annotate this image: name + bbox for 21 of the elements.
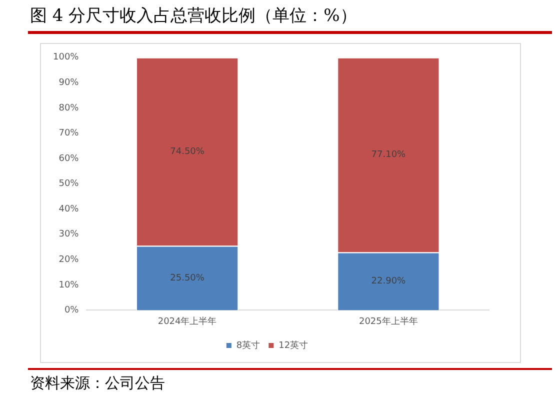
y-tick-label: 70% [58,128,80,139]
x-tick-label: 2025年上半年 [358,316,418,327]
data-label: 25.50% [170,273,205,284]
y-tick-label: 30% [58,230,80,240]
y-tick-label: 100% [52,52,80,63]
y-tick-label: 40% [58,204,80,214]
y-tick-label: 90% [58,78,80,88]
data-label: 74.50% [170,146,205,157]
data-label: 22.90% [371,276,406,287]
x-tick-label: 2024年上半年 [158,316,217,327]
y-tick-label: 10% [58,280,80,290]
legend-label: 8英寸 [236,340,260,351]
y-tick-label: 0% [64,306,80,316]
y-tick-label: 20% [58,254,80,265]
chart-title: 图 4 分尺寸收入占总营收比例（单位：%） [30,5,357,27]
legend-label: 12英寸 [278,340,308,351]
data-label: 77.10% [371,150,406,160]
y-tick-label: 80% [58,103,80,114]
y-tick-label: 60% [58,154,80,164]
text: 资料来源：公司公告 [30,374,165,393]
y-tick-label: 50% [58,179,80,190]
